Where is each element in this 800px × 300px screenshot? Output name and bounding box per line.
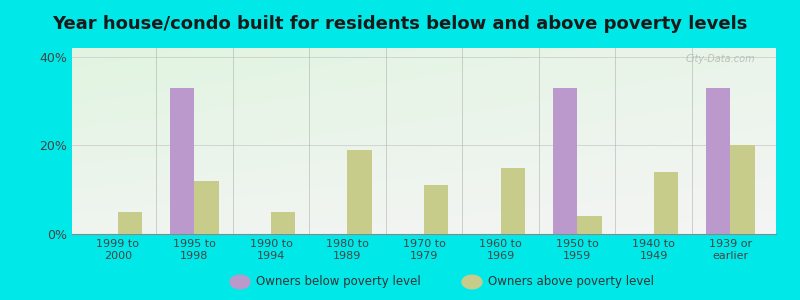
Bar [577, 216, 602, 234]
Bar [170, 88, 194, 234]
Bar [654, 172, 678, 234]
Bar [424, 185, 449, 234]
Bar [271, 212, 295, 234]
Text: Owners above poverty level: Owners above poverty level [488, 275, 654, 289]
Bar [194, 181, 219, 234]
Text: City-Data.com: City-Data.com [686, 54, 755, 64]
Bar [706, 88, 730, 234]
Bar [553, 88, 577, 234]
Bar [730, 146, 754, 234]
Text: Year house/condo built for residents below and above poverty levels: Year house/condo built for residents bel… [52, 15, 748, 33]
Bar [347, 150, 372, 234]
Bar [118, 212, 142, 234]
Bar [501, 168, 525, 234]
Text: Owners below poverty level: Owners below poverty level [256, 275, 421, 289]
